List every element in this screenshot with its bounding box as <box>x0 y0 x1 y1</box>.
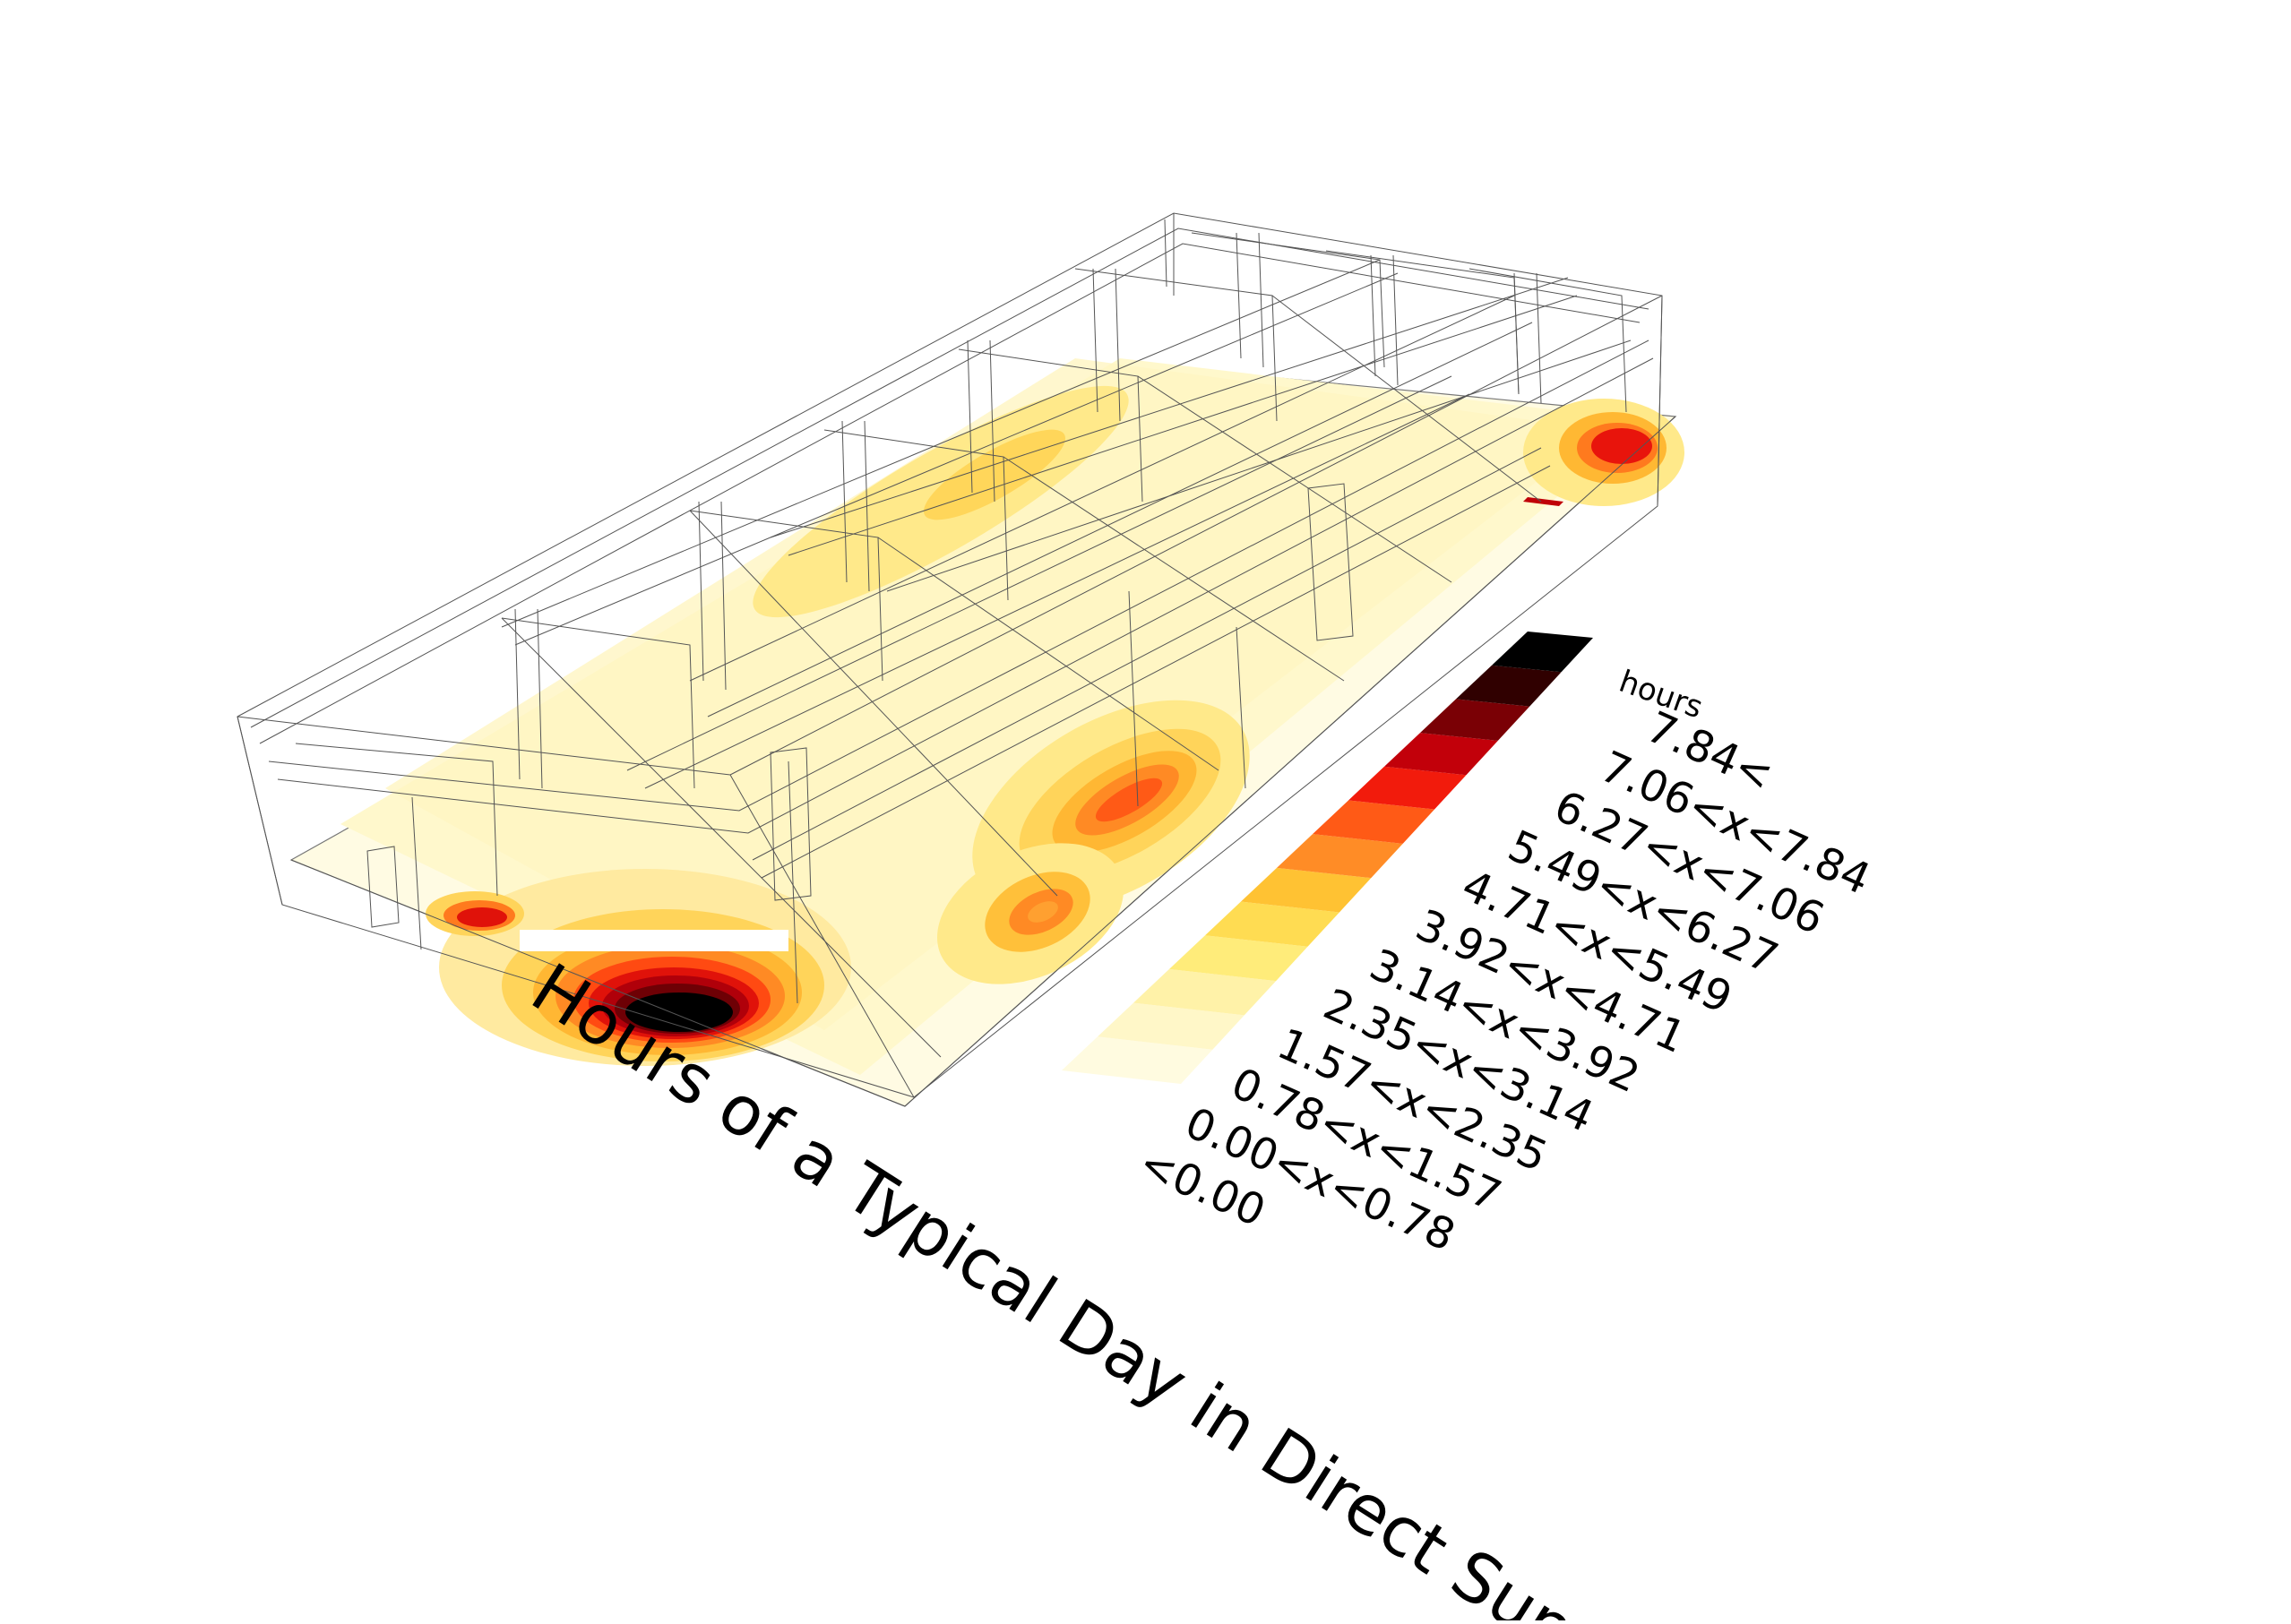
legend-swatch <box>1062 1036 1213 1084</box>
legend-swatch <box>1456 665 1562 707</box>
sun-hour-hotspots <box>426 385 1684 1066</box>
legend-swatch <box>1205 901 1339 947</box>
legend-swatch <box>1169 935 1308 982</box>
legend-swatch <box>1277 834 1403 879</box>
legend-swatch <box>1348 766 1467 810</box>
legend-swatch <box>1420 699 1530 741</box>
legend-swatch <box>1241 867 1372 913</box>
legend-swatch <box>1313 800 1435 844</box>
legend-color-scale <box>1062 632 1593 1084</box>
legend-swatch <box>1133 968 1277 1016</box>
legend-swatch <box>1384 733 1498 776</box>
legend-swatch <box>1098 1002 1245 1050</box>
legend-swatch <box>1492 632 1593 673</box>
building-wireframe <box>237 212 1676 1107</box>
